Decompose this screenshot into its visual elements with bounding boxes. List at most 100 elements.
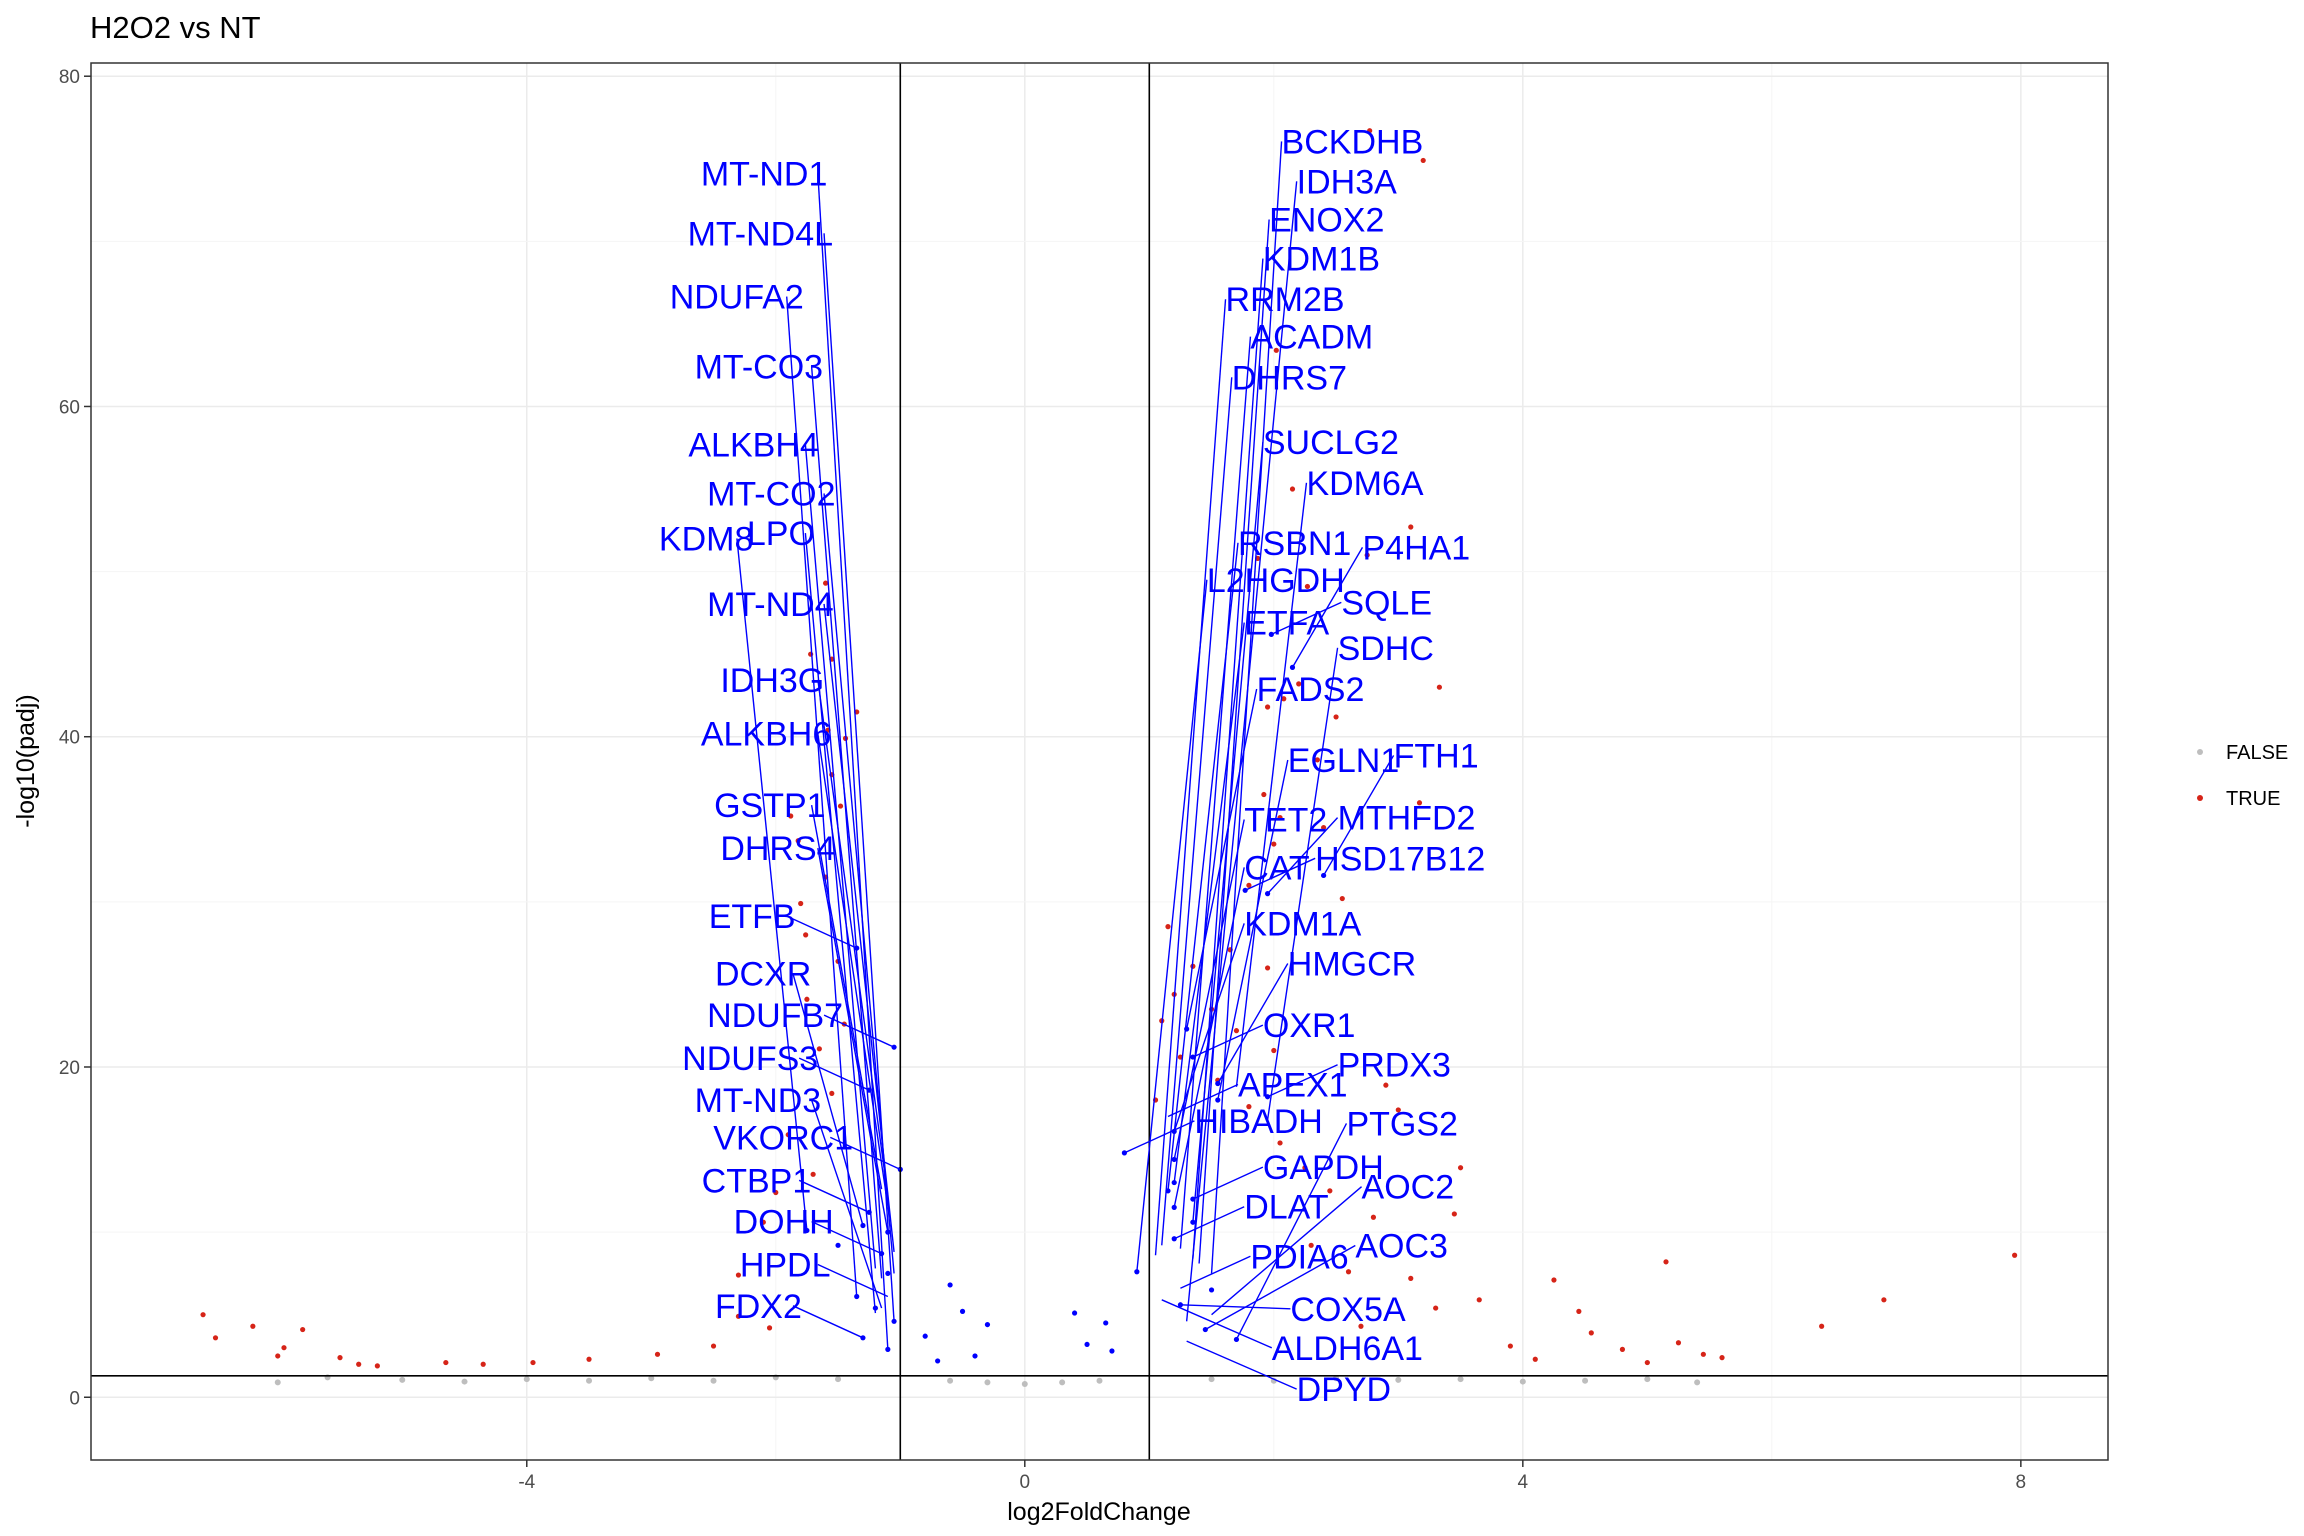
label-leader [1186,1340,1297,1390]
gene-label: PRDX3 [1338,1047,1451,1085]
point-true [1246,1104,1252,1110]
point-highlight [984,1321,991,1328]
point-true [1588,1330,1594,1336]
gene-label: FTH1 [1394,737,1479,775]
point-false [1519,1378,1526,1385]
point-true [281,1345,287,1351]
point-true [1246,882,1252,888]
gene-label: IDH3A [1297,163,1397,201]
gene-label: TET2 [1244,801,1327,839]
label-leader [1124,1120,1195,1154]
point-true [1281,696,1287,702]
point-true [250,1323,256,1329]
gene-label: CTBP1 [702,1162,812,1200]
point-true [1881,1297,1887,1303]
y-tick-label: 40 [59,728,80,749]
point-false [274,1379,281,1386]
point-false [586,1377,593,1384]
gene-label: MT-ND3 [695,1082,822,1120]
point-true [1308,1242,1314,1248]
gene-label: PDIA6 [1250,1238,1348,1276]
point-true [212,1335,219,1341]
point-highlight [935,1358,941,1364]
point-true [1339,895,1345,902]
point-false [1395,1376,1402,1383]
gene-label: SUCLG2 [1263,424,1399,462]
point-true [586,1356,592,1362]
gene-label: NDUFA2 [670,279,804,317]
point-highlight [1103,1320,1109,1326]
label-leader [1173,1206,1245,1240]
label-leader [1267,1064,1338,1098]
label-leader-lines [736,141,1395,1390]
point-true [1296,681,1302,687]
gene-label: DOHH [734,1204,834,1242]
point-true [773,1189,779,1196]
y-tick-label: 80 [59,67,80,88]
point-true [803,932,809,938]
point-true [1719,1355,1725,1361]
point-true [1277,815,1283,821]
gene-label: VKORC1 [713,1119,853,1157]
point-true [810,1171,816,1177]
point-false [1208,1376,1215,1383]
label-leader [1235,1123,1348,1340]
gene-label: GAPDH [1263,1149,1384,1187]
gene-label: EGLN1 [1288,742,1400,780]
gene-label: DHRS4 [720,830,835,868]
label-leader [1217,759,1289,1101]
label-leader [817,679,889,1196]
gene-label: AOC2 [1362,1169,1455,1207]
point-true [530,1359,536,1366]
label-leader [1235,482,1308,1087]
point-true [1532,1356,1538,1362]
point-true [710,1343,717,1349]
gene-label: DPYD [1297,1371,1391,1409]
label-leader [1266,647,1339,1120]
label-leader [1179,336,1252,1249]
label-leader [1192,1166,1264,1200]
point-false [1021,1381,1028,1388]
label-leader [1217,963,1289,1084]
point-true [1358,1323,1364,1329]
point-false [1059,1379,1066,1386]
label-leader [1161,377,1233,1246]
label-leader [1291,547,1364,668]
label-leader [1192,258,1264,1259]
y-axis-title: -log10(padj) [12,694,40,827]
point-true [829,1090,835,1097]
gene-label: NDUFB7 [707,997,843,1035]
point-true [443,1359,449,1366]
x-tick-label: 4 [1518,1472,1529,1493]
gene-label: SDHC [1338,630,1434,668]
point-true [374,1363,380,1369]
point-false [461,1378,468,1385]
point-true [1408,1275,1414,1281]
label-leader [823,1014,895,1048]
label-leader [1154,299,1227,1256]
gene-label: ETFA [1244,605,1329,643]
point-true [1416,800,1423,806]
gene-label: KDM1A [1244,905,1361,943]
point-true [1370,1214,1377,1220]
label-leader [798,1057,870,1091]
point-highlight [972,1353,978,1359]
gene-label: MT-ND1 [701,155,828,193]
gene-label: FADS2 [1257,671,1365,709]
legend-key-false [2197,749,2203,755]
gene-label: SQLE [1341,584,1432,622]
point-true [1644,1359,1650,1366]
point-false [648,1375,655,1382]
gene-label: RSBN1 [1238,525,1351,563]
point-true [816,1046,822,1052]
point-true [1675,1340,1682,1346]
point-true [1271,841,1277,847]
label-leader [786,296,858,1297]
gene-label: RRM2B [1226,281,1345,319]
gene-label: IDH3G [720,662,824,700]
point-true [1408,524,1414,530]
point-true [1367,128,1373,134]
point-true [1451,1211,1457,1217]
point-true [1165,924,1171,930]
